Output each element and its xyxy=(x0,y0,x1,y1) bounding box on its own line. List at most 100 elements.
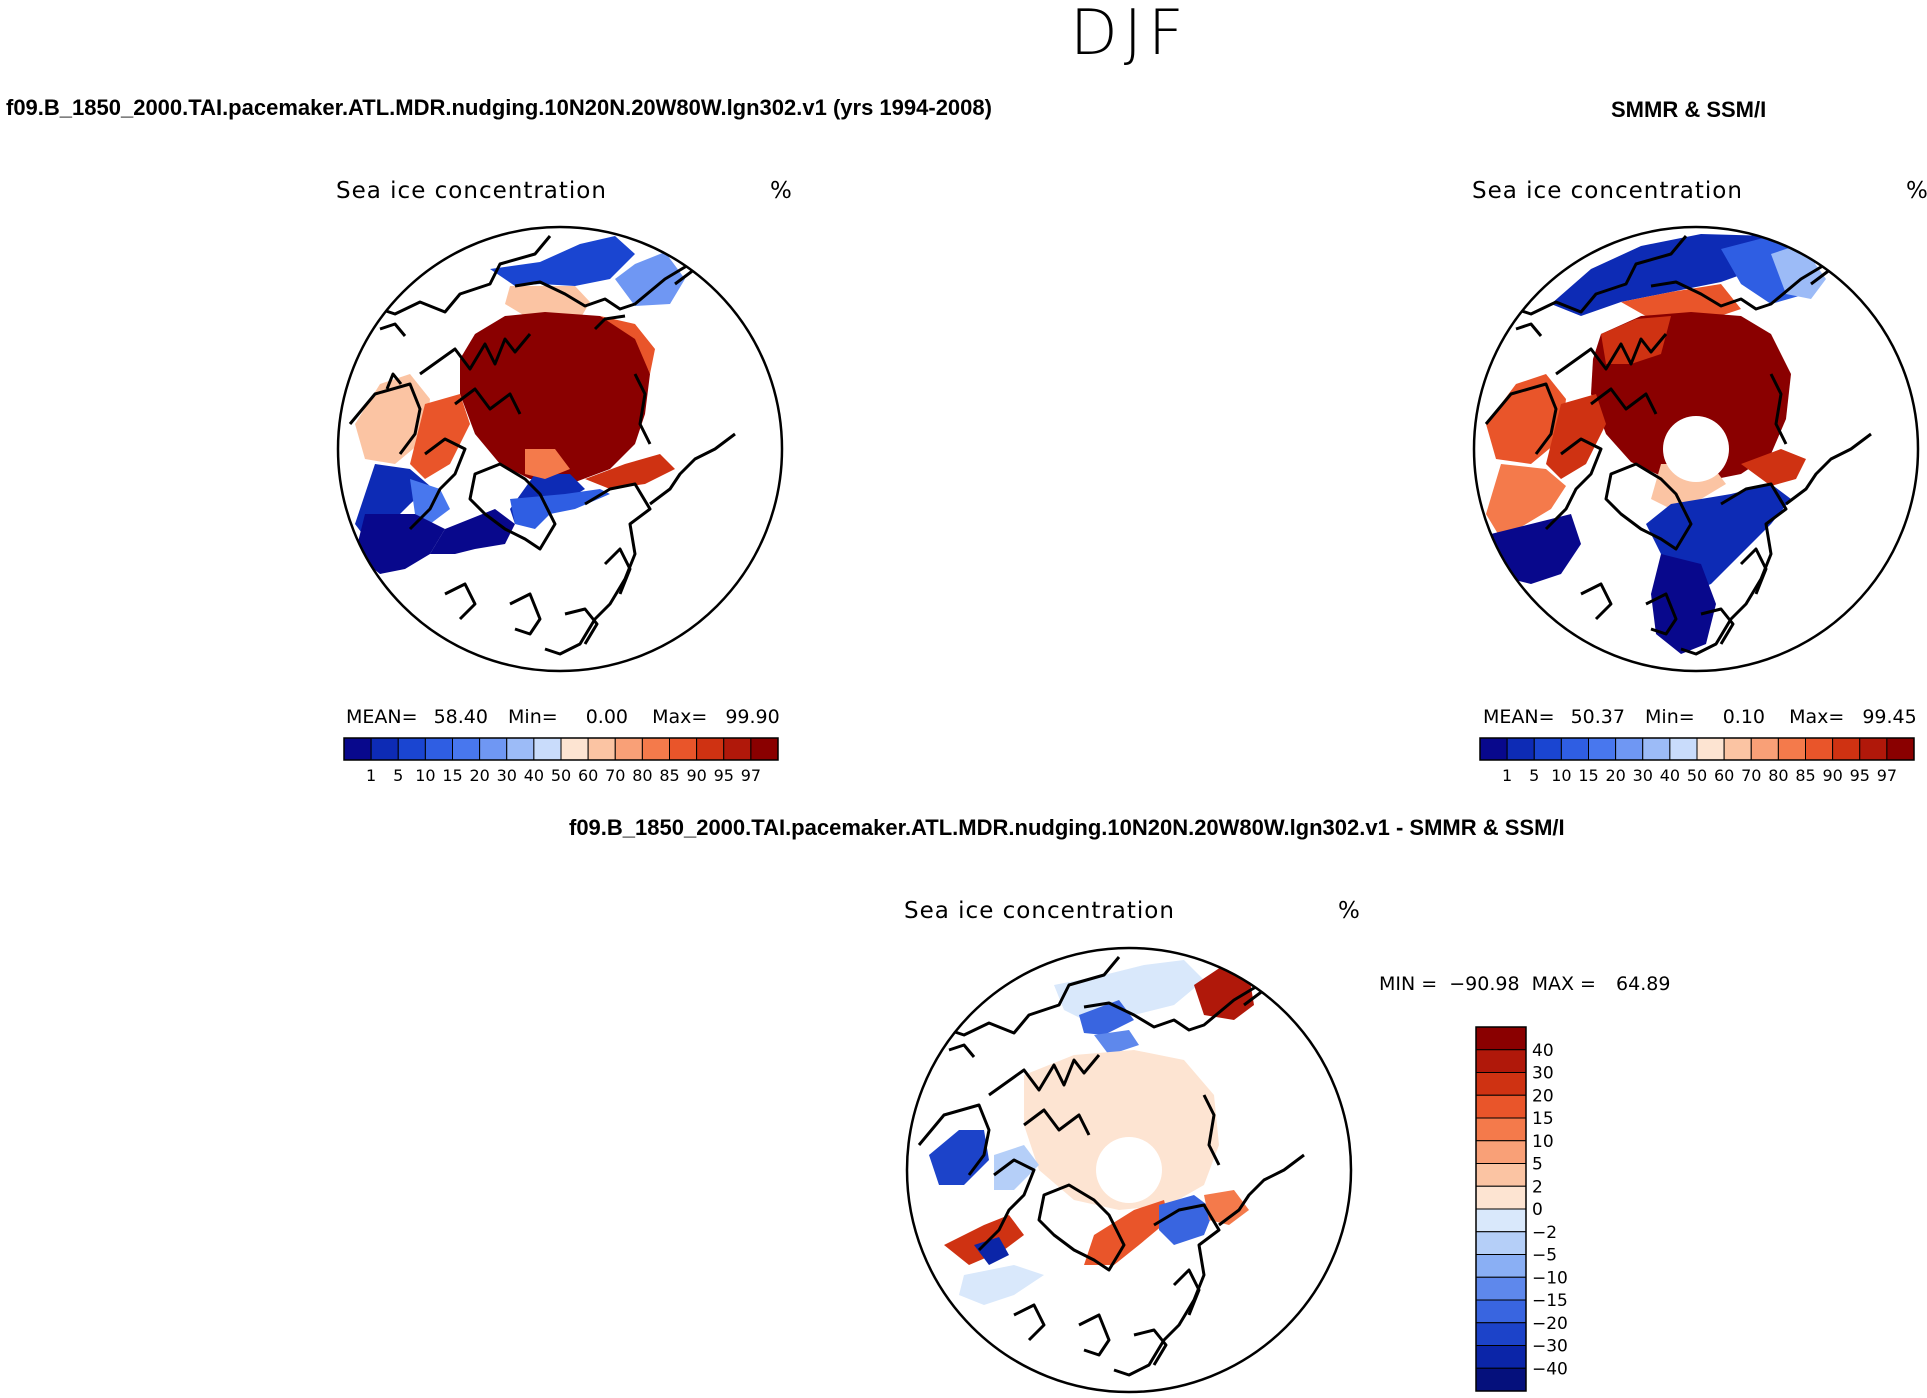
colorbar-swatch xyxy=(1533,737,1562,761)
colorbar-swatch xyxy=(370,737,399,761)
colorbar-swatch xyxy=(560,737,589,761)
ice-region-bering xyxy=(1551,234,1771,316)
colorbar-frame xyxy=(343,737,779,761)
colorbar-tick-label: −30 xyxy=(1532,1337,1568,1357)
colorbar-tick-label: 40 xyxy=(524,766,544,785)
ice-edge-greenland-sea xyxy=(525,449,570,479)
colorbar-swatch xyxy=(424,737,453,761)
colorbar-tick-label: 15 xyxy=(1578,766,1598,785)
difference-polar-map xyxy=(905,946,1353,1394)
mean-value: 58.40 xyxy=(433,706,488,728)
colorbar-swatch xyxy=(669,737,698,761)
colorbar-swatch xyxy=(641,737,670,761)
ice-region-baffin xyxy=(1546,394,1606,479)
colorbar-swatch xyxy=(1588,737,1617,761)
panel3-stats: MIN = −90.98 MAX = 64.89 xyxy=(1379,973,1670,995)
colorbar-swatch xyxy=(1475,1322,1527,1346)
panel2-units-label: % xyxy=(1906,178,1927,204)
model-polar-map xyxy=(336,225,784,673)
colorbar-swatch xyxy=(1475,1367,1527,1392)
anomaly-labrador-positive xyxy=(944,1215,1024,1265)
map-boundary xyxy=(1472,225,1920,673)
colorbar-swatch xyxy=(1475,1208,1527,1233)
coastlines xyxy=(907,956,1350,1377)
panel3-variable-label: Sea ice concentration xyxy=(904,898,1175,924)
colorbar-swatch xyxy=(343,737,372,761)
obs-polar-map xyxy=(1472,225,1920,673)
ice-edge-labrador xyxy=(1486,464,1566,539)
colorbar-tick-label: 15 xyxy=(1532,1109,1554,1129)
colorbar-swatch xyxy=(1560,737,1589,761)
anomaly-south-edge xyxy=(959,1265,1044,1305)
colorbar-swatch xyxy=(1475,1254,1527,1278)
colorbar-swatch xyxy=(1642,737,1671,761)
colorbar-tick-label: 20 xyxy=(1605,766,1625,785)
ice-region-okhotsk xyxy=(615,252,685,306)
colorbar-swatch xyxy=(452,737,481,761)
colorbar-tick-label: 40 xyxy=(1660,766,1680,785)
colorbar-tick-label: 5 xyxy=(1529,766,1539,785)
colorbar-swatch xyxy=(1475,1185,1527,1210)
colorbar-tick-label: 60 xyxy=(1714,766,1734,785)
ice-region-okhotsk-2 xyxy=(1771,244,1826,299)
colorbar-tick-label: −5 xyxy=(1532,1246,1557,1266)
anomaly-greenland-east xyxy=(1084,1200,1169,1265)
colorbar-tick-label: −15 xyxy=(1532,1291,1568,1311)
colorbar-swatch xyxy=(1723,737,1752,761)
mean-label: MEAN= xyxy=(1483,706,1555,728)
max-label: Max= xyxy=(652,706,708,728)
colorbar-obs: 1 5 10 15 20 30 40 50 60 70 80 85 90 95 97 xyxy=(1479,737,1915,785)
ice-edge-south xyxy=(1491,514,1581,584)
max-value: 99.45 xyxy=(1862,706,1917,728)
ice-region-kara xyxy=(1741,449,1806,486)
colorbar-tick-label: 20 xyxy=(1532,1086,1554,1106)
min-label: Min= xyxy=(508,706,558,728)
colorbar-tick-label: 97 xyxy=(741,766,761,785)
colorbar-tick-label: −2 xyxy=(1532,1223,1557,1243)
colorbar-swatch xyxy=(1475,1117,1527,1142)
colorbar-tick-label: 2 xyxy=(1532,1177,1543,1197)
ice-region-chukchi-edge xyxy=(505,286,590,319)
anomaly-hudson-negative xyxy=(929,1130,989,1185)
max-label: Max= xyxy=(1789,706,1845,728)
colorbar-tick-label: 0 xyxy=(1532,1200,1543,1220)
panel2-variable-label: Sea ice concentration xyxy=(1472,178,1743,204)
colorbar-swatch xyxy=(1475,1231,1527,1255)
colorbar-tick-label: 5 xyxy=(1532,1155,1543,1175)
colorbar-swatch xyxy=(1750,737,1779,761)
colorbar-swatch xyxy=(397,737,426,761)
pole-hole xyxy=(1096,1137,1162,1203)
max-value: 99.90 xyxy=(725,706,780,728)
anomaly-bering-strait xyxy=(1094,1030,1139,1055)
anomaly-central-arctic xyxy=(1024,1050,1219,1210)
colorbar-swatch xyxy=(1475,1094,1527,1119)
colorbar-swatch xyxy=(533,737,562,761)
colorbar-tick-label: 80 xyxy=(632,766,652,785)
colorbar-tick-label: −10 xyxy=(1532,1268,1568,1288)
colorbar-swatch xyxy=(1832,737,1861,761)
colorbar-model: 1 5 10 15 20 30 40 50 60 70 80 85 90 95 97 xyxy=(343,737,779,785)
colorbar-swatch xyxy=(479,737,508,761)
ice-region-siberian-shelf xyxy=(600,316,655,374)
max-label: MAX = xyxy=(1531,973,1596,995)
min-value: 0.10 xyxy=(1722,706,1766,728)
max-value: 64.89 xyxy=(1616,973,1671,995)
ice-region-bering xyxy=(490,236,635,286)
panel2-stats: MEAN= 50.37 Min= 0.10 Max= 99.45 xyxy=(1483,706,1917,728)
colorbar-tick-label: 10 xyxy=(1551,766,1571,785)
colorbar-swatch xyxy=(1669,737,1698,761)
colorbar-tick-label: 70 xyxy=(605,766,625,785)
colorbar-tick-label: 90 xyxy=(1822,766,1842,785)
colorbar-tick-label: 85 xyxy=(1795,766,1815,785)
colorbar-swatch xyxy=(723,737,752,761)
difference-title: f09.B_1850_2000.TAI.pacemaker.ATL.MDR.nu… xyxy=(569,815,1565,840)
min-label: Min= xyxy=(1645,706,1695,728)
panel3-units-label: % xyxy=(1338,898,1361,924)
colorbar-tick-label: 80 xyxy=(1768,766,1788,785)
colorbar-tick-label: 30 xyxy=(497,766,517,785)
colorbar-swatch xyxy=(1615,737,1644,761)
ice-edge-baltic xyxy=(1651,554,1716,654)
min-value: −90.98 xyxy=(1449,973,1520,995)
colorbar-tick-label: 95 xyxy=(1850,766,1870,785)
